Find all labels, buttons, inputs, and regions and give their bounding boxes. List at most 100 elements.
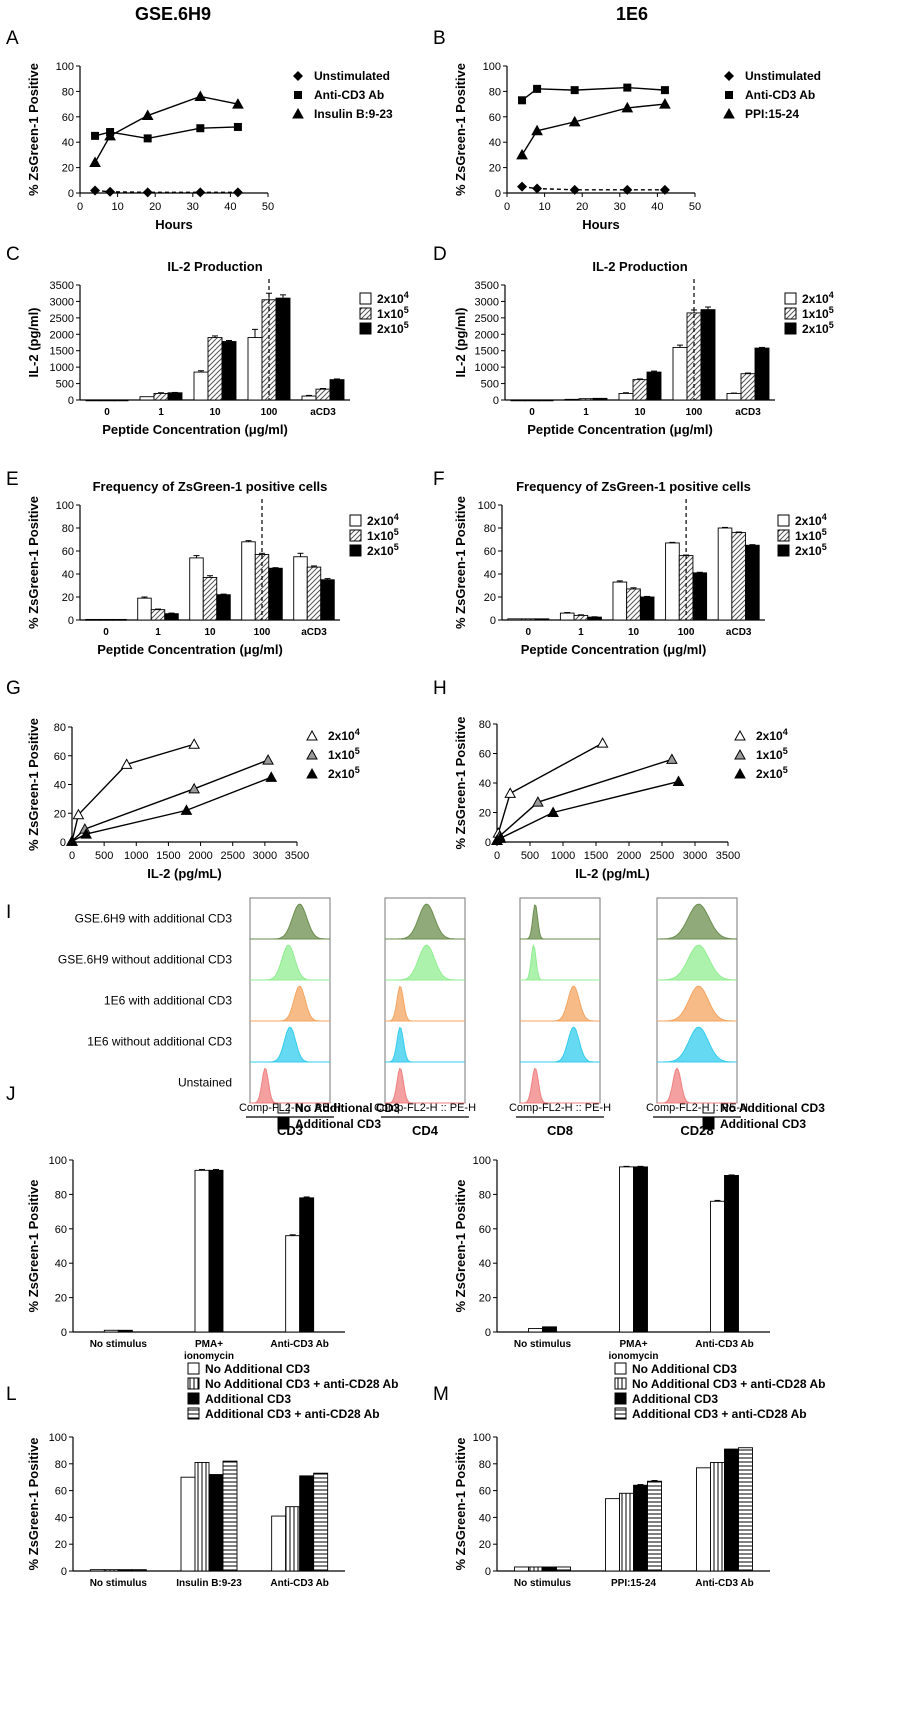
legend-swatch (187, 1377, 200, 1390)
data-point (232, 98, 244, 109)
bar (528, 1566, 543, 1572)
legend-label: 2x105 (795, 542, 827, 558)
bar (578, 398, 594, 401)
y-axis-label: % ZsGreen-1 Positive (26, 63, 41, 196)
legend-marker (306, 767, 318, 779)
y-tick-label: 100 (483, 61, 501, 73)
bar (208, 1474, 224, 1572)
legend-swatch (277, 1117, 290, 1130)
legend-label: 2x105 (367, 542, 399, 558)
legend-label: 2x104 (802, 290, 834, 306)
marker-label: CD8 (547, 1123, 573, 1138)
y-axis-label: % ZsGreen-1 Positive (26, 1438, 41, 1571)
histogram-peak (385, 985, 465, 1022)
bar (618, 392, 634, 401)
histogram-peak (520, 943, 600, 981)
y-tick-label: 80 (484, 523, 496, 535)
bar (306, 566, 322, 621)
data-point (659, 184, 670, 195)
histogram-peak (250, 944, 330, 981)
y-axis-label: % ZsGreen-1 Positive (453, 63, 468, 196)
data-point (262, 754, 274, 765)
x-tick-label: 10 (538, 201, 550, 213)
x-tick-label: 10 (111, 201, 123, 213)
data-point (143, 134, 152, 143)
data-point (265, 771, 278, 782)
category-label: 10 (204, 627, 216, 638)
y-tick-label: 0 (61, 1566, 67, 1578)
legend-label: No Additional CD3 (295, 1101, 400, 1115)
legend-label: 1x105 (377, 305, 409, 321)
category-label: aCD3 (726, 627, 752, 638)
bar (521, 618, 536, 621)
x-tick-label: 0 (494, 850, 500, 862)
histogram-peak (657, 903, 738, 940)
legend-superscript: 5 (829, 320, 834, 330)
bar (528, 1328, 543, 1333)
y-tick-label: 60 (55, 1224, 67, 1236)
legend-swatch (359, 292, 372, 305)
bar (605, 1498, 620, 1572)
legend-label: Additional CD3 (720, 1117, 806, 1131)
y-tick-label: 0 (68, 188, 74, 200)
legend-swatch (614, 1362, 627, 1375)
legend-marker (734, 748, 746, 760)
legend-label: 1x105 (328, 746, 360, 762)
series-2 (89, 90, 244, 168)
bar (726, 392, 742, 401)
series-line (71, 759, 269, 842)
series-line (496, 742, 603, 841)
bar (98, 618, 114, 621)
y-tick-label: 3500 (475, 280, 499, 292)
y-tick-label: 100 (49, 1432, 67, 1444)
chart-title: IL-2 Production (167, 259, 262, 274)
legend-label: Additional CD3 + anti-CD28 Ab (632, 1407, 807, 1421)
data-point (568, 115, 581, 127)
y-tick-label: 60 (54, 751, 66, 763)
x-tick-label: 500 (95, 850, 113, 862)
y-axis-label: % ZsGreen-1 Positive (453, 717, 468, 850)
category-label: PMA+ (619, 1339, 647, 1350)
y-tick-label: 100 (473, 1155, 491, 1167)
bar (293, 556, 308, 621)
y-tick-label: 80 (62, 523, 74, 535)
data-point (570, 86, 579, 95)
series-1 (518, 83, 669, 105)
legend-label: 2x104 (328, 727, 360, 743)
y-tick-label: 2000 (50, 329, 74, 341)
data-point (623, 83, 632, 92)
bar (646, 371, 662, 401)
legend-label: Additional CD3 (632, 1392, 718, 1406)
legend-marker (306, 729, 318, 741)
category-label: Anti-CD3 Ab (270, 1578, 329, 1589)
legend-marker (725, 91, 733, 99)
legend-swatch (349, 529, 362, 542)
category-label: PMA+ (195, 1339, 223, 1350)
x-tick-label: 3000 (253, 850, 277, 862)
y-axis-label: % ZsGreen-1 Positive (26, 1180, 41, 1313)
data-point (104, 129, 116, 141)
data-point (516, 148, 528, 160)
category-label: 100 (686, 407, 703, 418)
legend-label: Additional CD3 (295, 1117, 381, 1131)
x-tick-label: 40 (651, 201, 663, 213)
bar (633, 1166, 648, 1333)
x-tick-label: 50 (262, 201, 274, 213)
left-column-header: GSE.6H9 (135, 4, 211, 24)
bar (85, 399, 101, 402)
series-line (71, 743, 195, 842)
x-tick-label: 1500 (156, 850, 180, 862)
x-tick-label: 0 (504, 201, 510, 213)
bar (89, 1569, 105, 1572)
y-tick-label: 20 (489, 163, 501, 175)
bar (113, 399, 129, 402)
bar (117, 1569, 133, 1572)
legend-label: No Additional CD3 (205, 1362, 310, 1376)
panel-label: G (6, 678, 21, 699)
data-point (569, 184, 580, 195)
legend-superscript: 5 (783, 765, 788, 775)
legend-label: 2x105 (377, 320, 409, 336)
